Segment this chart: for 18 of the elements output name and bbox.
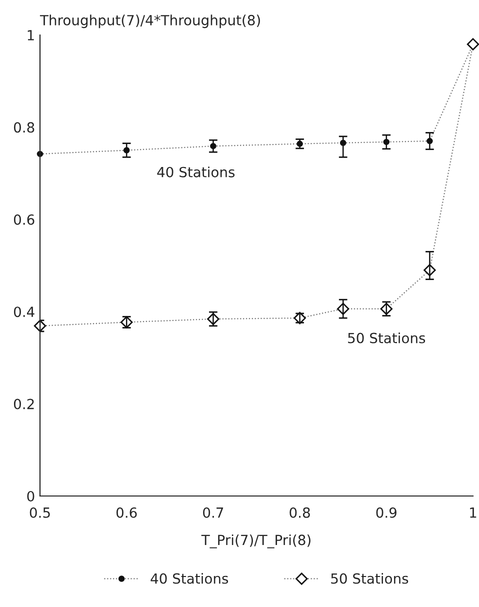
y-tick-label: 0 [27,490,34,502]
y-tick-label: 0.6 [14,214,34,225]
y-axis-title: Throughput(7)/4*Throughput(8) [40,14,260,28]
annotation: 50 Stations [348,332,426,344]
y-tick-label: 0.8 [14,122,34,133]
y-tick-label: 1 [28,30,34,40]
x-tick-label: 0.5 [30,507,50,518]
y-tick-label: 0.4 [14,306,34,318]
x-axis-title: T_Pri(7)/T_Pri(8) [201,534,310,548]
annotation: 40 Stations [157,166,235,178]
x-tick-label: 0.7 [203,507,224,518]
x-tick-label: 1 [470,508,476,518]
legend-label: 50 Stations [331,573,408,584]
x-tick-label: 0.8 [290,507,310,518]
legend-label: 40 Stations [150,573,228,584]
y-tick-label: 0.2 [14,398,34,410]
x-tick-label: 0.9 [376,507,396,518]
x-tick-label: 0.6 [116,507,137,518]
